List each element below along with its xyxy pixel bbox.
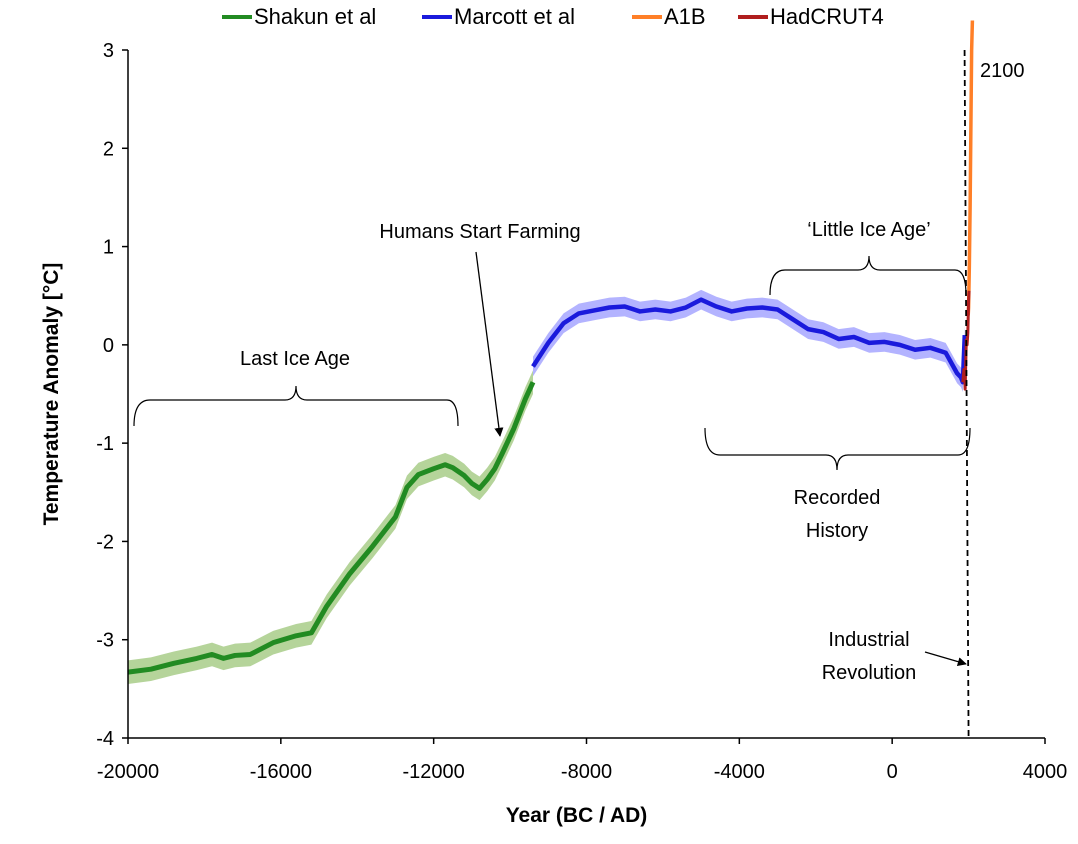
x-tick-label: -4000 <box>714 761 765 783</box>
x-tick-label: -8000 <box>561 761 612 783</box>
y-tick-label: -3 <box>96 630 114 652</box>
arrow-industrial-revolution <box>924 651 967 667</box>
x-tick-label: 0 <box>887 761 898 783</box>
x-tick-label: -12000 <box>403 761 465 783</box>
arrow-humans-start-farming <box>475 251 504 437</box>
label-2100: 2100 <box>980 60 1025 82</box>
y-tick-label: 0 <box>103 335 114 357</box>
label-last-ice-age: Last Ice Age <box>240 348 350 370</box>
legend-item-a1b: A1B <box>632 4 706 30</box>
legend-label-a1b: A1B <box>664 4 706 29</box>
y-tick-label: -1 <box>96 433 114 455</box>
label-little-ice-age: ‘Little Ice Age’ <box>807 219 930 241</box>
label-revolution: Revolution <box>822 662 917 684</box>
axes: -4 -3 -2 -1 0 1 2 3 -20000 -16000 -12000 -8000 -4000… <box>40 40 1067 827</box>
legend-item-hadcrut4: HadCRUT4 <box>738 4 884 30</box>
brace-recorded-history <box>704 427 971 471</box>
legend-swatch-a1b <box>632 15 662 19</box>
legend-swatch-marcott <box>422 15 452 19</box>
annotations: Last Ice Age Humans Start Farming ‘Little … <box>133 49 1025 739</box>
legend-label-marcott: Marcott et al <box>454 4 576 29</box>
legend-label-shakun: Shakun et al <box>254 4 377 29</box>
uncertainty-bands <box>128 289 965 684</box>
y-axis-title: Temperature Anomaly [°C] <box>40 263 63 526</box>
band-0 <box>128 370 534 684</box>
label-history: History <box>806 520 868 542</box>
series-line-0 <box>127 381 536 675</box>
legend-item-shakun: Shakun et al <box>222 4 376 30</box>
series-line-2 <box>966 20 975 316</box>
y-tick-label: -2 <box>96 531 114 553</box>
legend-item-marcott: Marcott et al <box>422 4 575 30</box>
series-line-1 <box>531 297 968 385</box>
industrial-revolution-line <box>963 49 970 739</box>
label-industrial: Industrial <box>828 629 909 651</box>
series-lines <box>127 20 975 675</box>
y-tick-label: 1 <box>103 237 114 259</box>
legend-label-hadcrut4: HadCRUT4 <box>770 4 884 29</box>
band-1 <box>533 289 965 393</box>
series-line-3 <box>961 290 971 391</box>
legend-swatch-hadcrut4 <box>738 15 768 19</box>
x-axis-title: Year (BC / AD) <box>506 804 648 827</box>
y-tick-label: 3 <box>103 40 114 62</box>
x-tick-label: 4000 <box>1023 761 1068 783</box>
legend-swatch-shakun <box>222 15 252 19</box>
brace-little-ice-age <box>769 255 967 296</box>
legend: Shakun et al Marcott et al A1B HadCRUT4 <box>0 4 1078 34</box>
y-tick-label: 2 <box>103 138 114 160</box>
brace-last-ice-age <box>133 385 459 427</box>
label-humans-start-farming: Humans Start Farming <box>379 221 580 243</box>
label-recorded: Recorded <box>794 487 881 509</box>
x-tick-label: -20000 <box>97 761 159 783</box>
x-tick-label: -16000 <box>250 761 312 783</box>
y-tick-label: -4 <box>96 728 114 750</box>
